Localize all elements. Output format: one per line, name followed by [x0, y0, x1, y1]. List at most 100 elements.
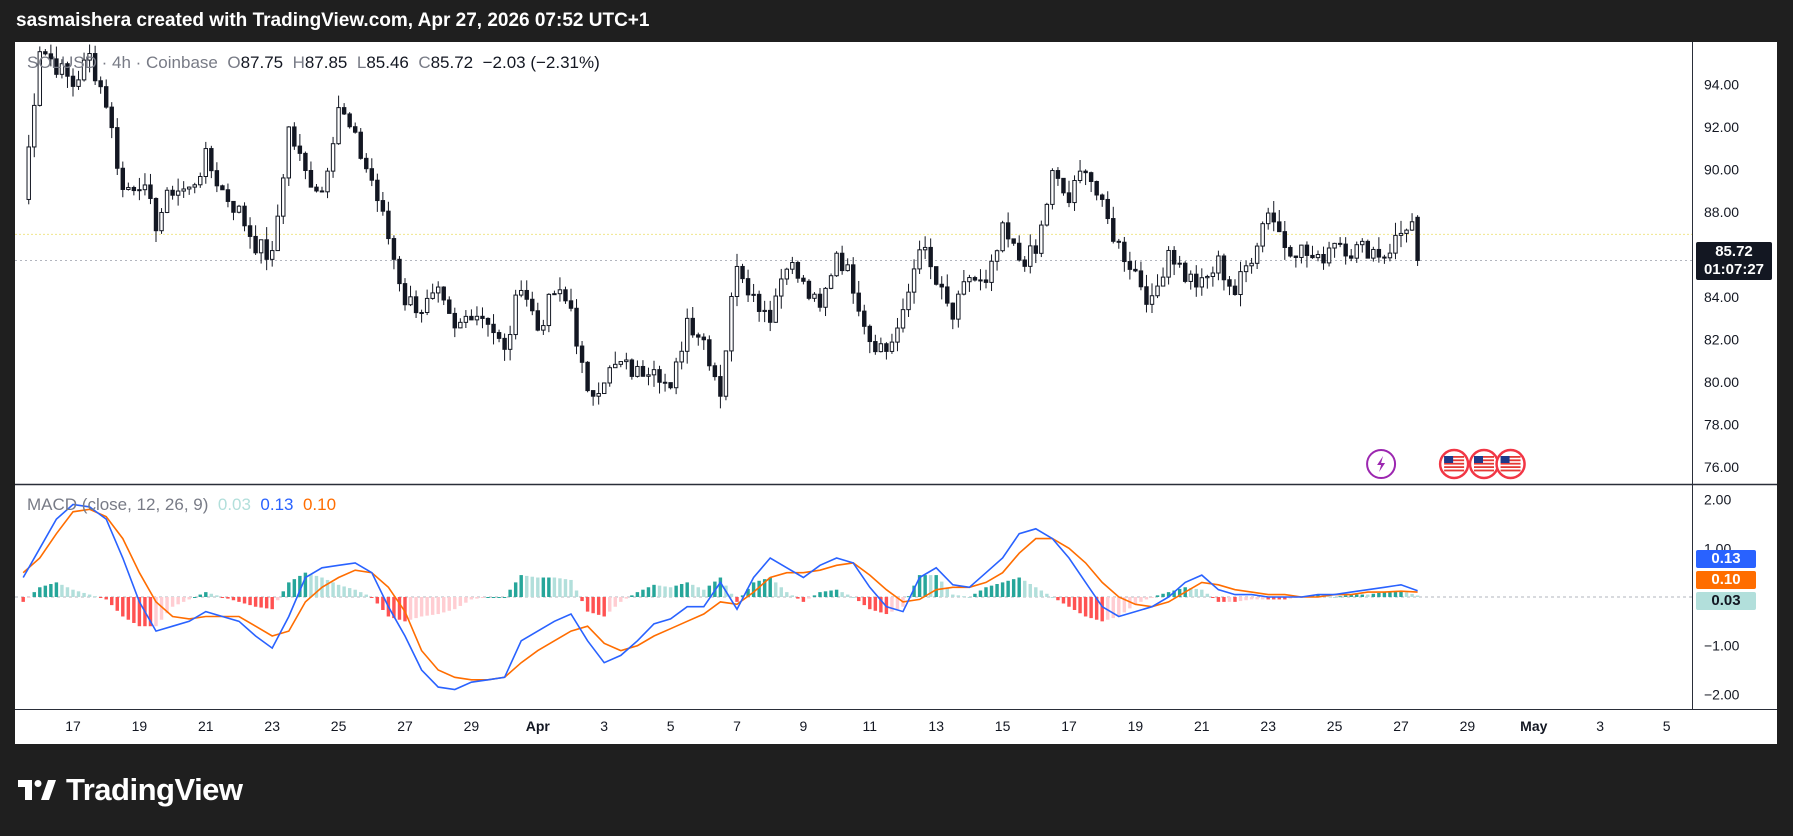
macd-histogram-bar	[1260, 597, 1265, 600]
macd-histogram-bar	[696, 587, 700, 597]
price-axis-tick: 94.00	[1704, 77, 1739, 93]
macd-histogram-bar	[1106, 597, 1110, 620]
macd-histogram-bar	[685, 582, 689, 597]
macd-histogram-bar	[1316, 594, 1320, 597]
macd-histogram-bar	[1410, 593, 1414, 597]
macd-histogram-bar	[259, 597, 263, 608]
macd-histogram-bar	[608, 597, 612, 612]
time-axis-tick: 27	[397, 718, 413, 734]
candle-body	[1182, 262, 1188, 282]
candle-body	[1171, 249, 1177, 265]
candle-body	[839, 252, 845, 272]
candle-body	[1039, 224, 1044, 254]
macd-histogram-bar	[132, 597, 136, 623]
macd-histogram-bar	[1343, 595, 1348, 597]
macd-histogram-bar	[751, 582, 756, 597]
tradingview-logo[interactable]: TradingView	[18, 770, 243, 810]
candle-body	[828, 275, 834, 289]
candle-body	[767, 309, 773, 323]
flag-stripe	[1500, 462, 1521, 465]
candle-body	[364, 157, 369, 170]
macd-histogram-bar	[857, 597, 861, 602]
macd-histogram-bar	[1249, 597, 1254, 600]
candle-body	[441, 286, 446, 301]
macd-histogram-bar	[480, 597, 485, 598]
macd-histogram-bar	[1404, 592, 1409, 597]
macd-histogram-bar	[392, 597, 396, 619]
macd-histogram-bar	[1355, 594, 1359, 597]
macd-signal-value: 0.10	[302, 495, 337, 514]
candle-body	[1033, 245, 1039, 254]
chart-canvas[interactable]: 94.0092.0090.0088.0086.0084.0082.0080.00…	[15, 42, 1777, 744]
candle-body	[214, 170, 220, 187]
macd-histogram-bar	[1067, 597, 1071, 607]
macd-histogram-bar	[1133, 597, 1138, 605]
macd-histogram-bar	[27, 597, 31, 598]
macd-histogram-bar	[1089, 597, 1093, 619]
candle-body	[159, 211, 164, 232]
macd-histogram-bar	[281, 591, 285, 597]
macd-label[interactable]: MACD (close, 12, 26, 9)	[27, 495, 209, 514]
candle-body	[707, 339, 712, 367]
flag-stripe	[1474, 462, 1494, 465]
candle-body	[1271, 212, 1276, 223]
candle-body	[513, 294, 518, 336]
macd-hist-value: 0.03	[217, 495, 251, 514]
candle-body	[956, 293, 961, 320]
macd-histogram-bar	[547, 577, 551, 597]
candle-body	[463, 315, 469, 323]
candle-body	[1149, 295, 1155, 305]
price-axis-tick: 76.00	[1704, 459, 1739, 475]
macd-histogram-bar	[1332, 597, 1337, 598]
candle-body	[723, 350, 729, 397]
candle-body	[568, 300, 574, 309]
time-axis-tick: May	[1520, 718, 1547, 734]
macd-histogram-bar	[458, 597, 463, 606]
candle-body	[26, 146, 31, 200]
macd-line	[22, 503, 1418, 691]
candle-body	[1199, 277, 1205, 288]
candle-body	[806, 280, 812, 299]
candle-body	[994, 250, 1000, 262]
candle-body	[1332, 242, 1337, 249]
macd-histogram-bar	[1382, 592, 1387, 597]
chart-panel[interactable]: 94.0092.0090.0088.0086.0084.0082.0080.00…	[15, 42, 1777, 744]
candle-body	[1243, 265, 1249, 273]
macd-histogram-bar	[967, 597, 972, 598]
candle-body	[419, 312, 424, 315]
macd-axis-tick: −1.00	[1704, 638, 1740, 654]
candle-body	[186, 186, 192, 190]
macd-histogram-bar	[652, 584, 656, 597]
candle-body	[541, 325, 546, 331]
symbol-label[interactable]: SOLUSD · 4h · Coinbase	[27, 53, 218, 72]
macd-histogram-bar	[148, 597, 153, 627]
candle-body	[435, 286, 441, 294]
candle-body	[247, 225, 253, 237]
macd-histogram-bar	[613, 597, 617, 607]
macd-histogram-bar	[425, 597, 429, 616]
macd-histogram-bar	[1288, 597, 1293, 599]
macd-histogram-bar	[707, 585, 712, 597]
macd-axis-tick: 2.00	[1704, 492, 1731, 508]
candle-body	[76, 79, 81, 87]
time-axis-tick: 5	[667, 718, 675, 734]
candle-body	[1050, 170, 1055, 205]
candle-body	[292, 126, 297, 147]
candle-body	[734, 265, 740, 297]
candle-body	[801, 277, 806, 282]
candle-body	[1166, 249, 1171, 278]
macd-histogram-bar	[796, 597, 800, 599]
time-axis-tick: 5	[1663, 718, 1671, 734]
macd-histogram-bar	[1050, 597, 1055, 598]
macd-histogram-bar	[430, 597, 435, 615]
time-axis-tick: 13	[928, 718, 944, 734]
macd-histogram-bar	[76, 591, 81, 597]
bar-countdown: 01:07:27	[1703, 261, 1765, 278]
macd-histogram-bar	[785, 592, 789, 597]
time-axis-tick: 3	[600, 718, 608, 734]
macd-histogram-bar	[674, 585, 678, 597]
candle-body	[336, 107, 341, 145]
time-axis-tick: 21	[198, 718, 214, 734]
macd-histogram-bar	[585, 597, 590, 612]
candle-body	[596, 393, 601, 397]
